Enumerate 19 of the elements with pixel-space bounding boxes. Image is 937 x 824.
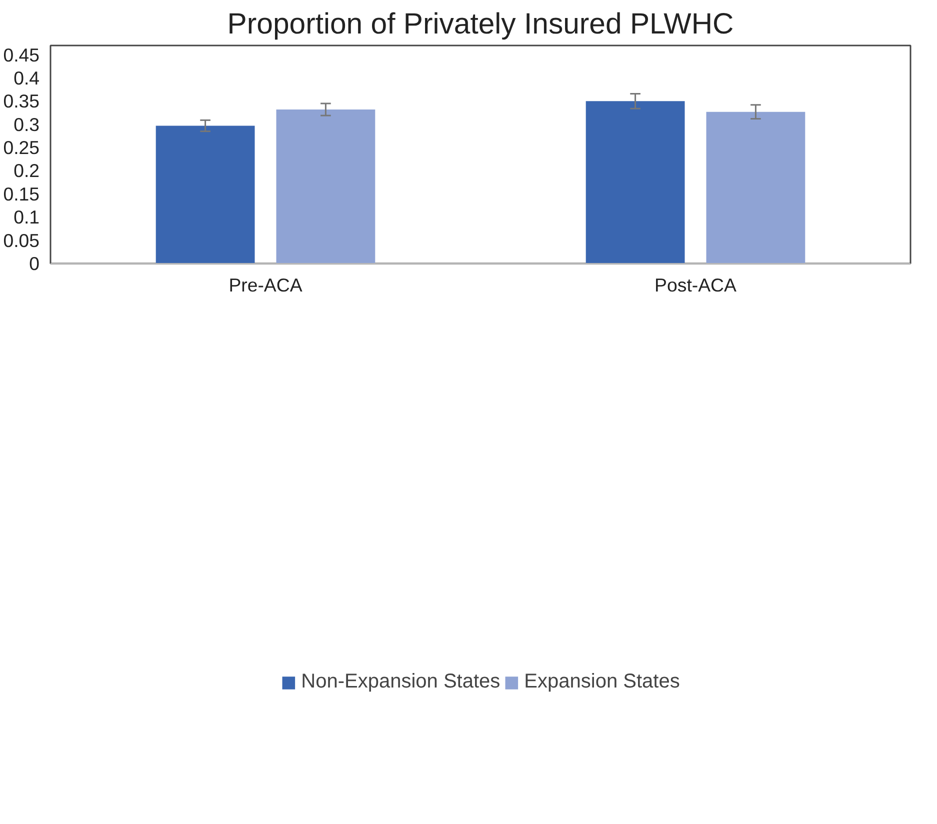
y-tick-label: 0.2 [14, 160, 40, 182]
legend-label: Expansion States [524, 670, 680, 694]
bar [706, 112, 806, 264]
bar [276, 110, 376, 264]
y-tick-label: 0.15 [3, 183, 40, 204]
y-tick-label: 0 [29, 253, 40, 274]
legend-label: Non-Expansion States [301, 670, 500, 694]
y-tick-label: 0.05 [3, 230, 40, 251]
chart-title: Proportion of Privately Insured PLWHC [227, 8, 734, 40]
y-tick-label: 0.4 [14, 67, 40, 88]
x-tick-label: Post-ACA [654, 274, 738, 296]
bar [586, 101, 685, 264]
x-tick-label: Pre-ACA [228, 274, 303, 296]
y-tick-label: 0.3 [14, 114, 40, 135]
y-tick-label: 0.25 [3, 137, 40, 158]
bar [156, 126, 255, 264]
y-tick-label: 0.45 [3, 44, 40, 66]
y-tick-label: 0.1 [14, 206, 40, 228]
y-tick-label: 0.35 [3, 90, 40, 112]
